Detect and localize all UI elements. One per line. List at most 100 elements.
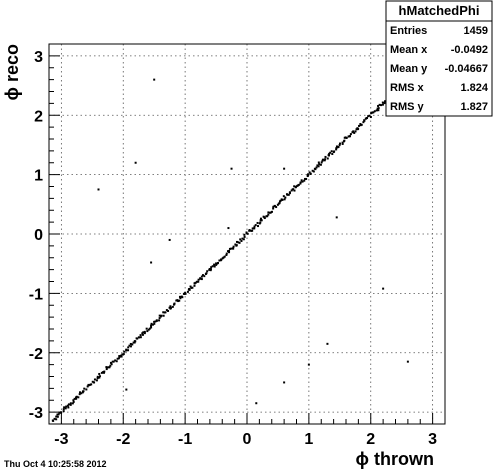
data-point — [201, 274, 204, 277]
data-point — [164, 311, 167, 314]
y-tick-label: -2 — [29, 346, 43, 363]
data-point — [272, 205, 275, 208]
data-point — [115, 360, 118, 363]
y-tick-label: 2 — [34, 108, 43, 125]
data-point — [256, 221, 259, 224]
data-point — [287, 193, 290, 196]
data-point — [145, 327, 148, 330]
data-point — [278, 202, 281, 205]
data-point — [242, 238, 245, 241]
data-point — [69, 403, 72, 406]
x-tick-label: 2 — [366, 431, 375, 448]
data-point — [248, 229, 251, 232]
data-point — [253, 225, 256, 228]
data-point — [235, 240, 238, 243]
data-point — [162, 311, 165, 314]
data-point — [380, 104, 383, 107]
data-point — [243, 233, 246, 236]
stats-value: 1.827 — [460, 101, 488, 113]
x-tick-label: -3 — [54, 431, 68, 448]
stats-label: RMS y — [390, 101, 425, 113]
data-point — [60, 411, 63, 414]
data-point — [281, 198, 284, 201]
outlier-point — [150, 261, 153, 264]
data-point — [237, 241, 240, 244]
data-point — [383, 102, 386, 105]
data-point — [98, 376, 101, 379]
data-point — [297, 183, 300, 186]
data-point — [384, 100, 387, 103]
outlier-point — [326, 342, 329, 345]
data-point — [372, 111, 375, 114]
data-point — [62, 408, 65, 411]
data-point — [118, 355, 121, 358]
stats-label: Mean y — [390, 63, 428, 75]
data-point — [260, 219, 263, 222]
data-point — [58, 411, 61, 414]
data-point — [326, 157, 329, 160]
data-point — [353, 131, 356, 134]
data-point — [133, 340, 136, 343]
data-point — [335, 148, 338, 151]
data-point — [95, 379, 98, 382]
data-point — [330, 150, 333, 153]
data-point — [299, 182, 302, 185]
data-point — [172, 303, 175, 306]
data-point — [173, 302, 176, 305]
data-point — [211, 265, 214, 268]
data-point — [279, 199, 282, 202]
data-point — [179, 297, 182, 300]
data-point — [169, 305, 172, 308]
data-point — [109, 361, 112, 364]
data-point — [288, 191, 291, 194]
data-point — [131, 343, 134, 346]
data-point — [67, 406, 70, 409]
data-point — [323, 159, 326, 162]
data-point — [148, 327, 151, 330]
data-point — [276, 203, 279, 206]
data-point — [167, 309, 170, 312]
data-point — [165, 309, 168, 312]
data-point — [363, 119, 366, 122]
data-point — [132, 341, 135, 344]
data-point — [234, 243, 237, 246]
data-point — [262, 215, 265, 218]
data-point — [133, 341, 136, 344]
data-point — [129, 342, 132, 345]
data-point — [317, 165, 320, 168]
y-tick-label: -1 — [29, 286, 43, 303]
x-tick-label: -2 — [116, 431, 130, 448]
data-point — [146, 330, 149, 333]
data-point — [352, 130, 355, 133]
data-point — [316, 164, 319, 167]
data-point — [293, 189, 296, 192]
data-point — [75, 397, 78, 400]
data-point — [338, 144, 341, 147]
x-tick-label: 3 — [428, 431, 437, 448]
data-point — [377, 109, 380, 112]
data-point — [357, 127, 360, 130]
data-point — [141, 333, 144, 336]
data-point — [64, 407, 67, 410]
data-point — [215, 262, 218, 265]
data-point — [175, 299, 178, 302]
data-point — [100, 371, 103, 374]
data-point — [193, 284, 196, 287]
data-point — [301, 180, 304, 183]
data-point — [232, 247, 235, 250]
data-point — [228, 247, 231, 250]
data-point — [186, 290, 189, 293]
data-point — [139, 336, 142, 339]
data-point — [377, 107, 380, 110]
data-point — [96, 377, 99, 380]
data-point — [259, 217, 262, 220]
data-point — [321, 159, 324, 162]
stats-box: hMatchedPhi Entries 1459 Mean x -0.0492 Mean … — [385, 0, 493, 117]
x-tick-label: -1 — [178, 431, 192, 448]
stats-title: hMatchedPhi — [399, 3, 480, 18]
data-point — [285, 193, 288, 196]
data-point — [235, 244, 238, 247]
data-point — [315, 166, 318, 169]
data-point — [282, 195, 285, 198]
data-point — [283, 198, 286, 201]
